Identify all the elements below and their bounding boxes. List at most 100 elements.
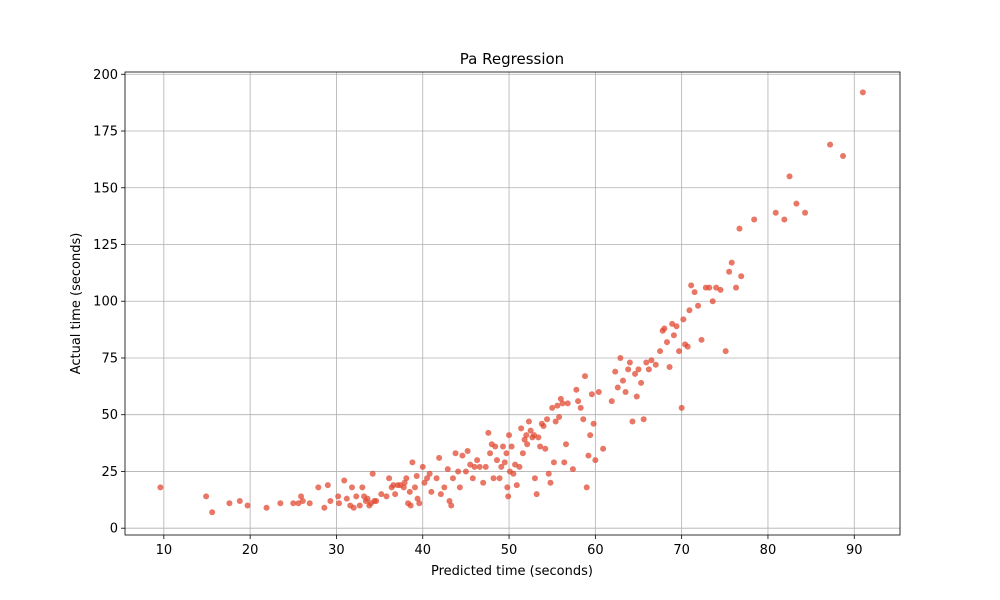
data-point [587, 432, 594, 439]
data-point [492, 443, 499, 450]
x-tick-label: 40 [414, 543, 431, 558]
x-tick-label: 20 [242, 543, 259, 558]
data-point [459, 452, 466, 459]
data-point [569, 466, 576, 473]
data-point [510, 470, 517, 477]
data-point [617, 354, 624, 361]
data-point [575, 398, 582, 405]
data-point [680, 316, 687, 323]
data-point [414, 495, 421, 502]
data-point [557, 395, 564, 402]
data-point [390, 482, 397, 489]
data-point [409, 459, 416, 466]
y-tick-label: 200 [93, 68, 118, 83]
data-point [513, 482, 520, 489]
y-tick-label: 125 [93, 238, 118, 253]
data-point [485, 429, 492, 436]
data-point [383, 493, 390, 500]
y-tick-label: 0 [110, 522, 118, 537]
data-point [590, 420, 597, 427]
data-point [348, 484, 355, 491]
y-axis-label: Actual time (seconds) [69, 233, 84, 375]
y-tick-label: 75 [101, 351, 118, 366]
data-point [564, 400, 571, 407]
data-point [299, 497, 306, 504]
data-point [622, 389, 629, 396]
data-point [516, 463, 523, 470]
data-point [592, 457, 599, 464]
data-point [496, 475, 503, 482]
data-point [406, 488, 413, 495]
data-point [561, 459, 568, 466]
x-tick-label: 50 [501, 543, 518, 558]
data-point [462, 468, 469, 475]
data-point [428, 488, 435, 495]
data-point [441, 484, 448, 491]
data-point [717, 286, 724, 293]
y-tick-label: 25 [101, 465, 118, 480]
data-point [550, 459, 557, 466]
data-point [625, 366, 632, 373]
data-point [612, 368, 619, 375]
data-point [416, 500, 423, 507]
data-point [448, 502, 455, 509]
chart-title: Pa Regression [460, 50, 564, 68]
data-point [400, 484, 407, 491]
data-point [629, 418, 636, 425]
data-point [446, 497, 453, 504]
data-point [614, 384, 621, 391]
y-axis-ticks: 0 25 50 75 100 125 150 175 200 [93, 68, 125, 537]
data-point [728, 259, 735, 266]
data-point [827, 141, 834, 148]
data-point [209, 509, 216, 516]
data-point [327, 497, 334, 504]
x-tick-label: 60 [587, 543, 604, 558]
data-point [306, 500, 313, 507]
data-point [424, 475, 431, 482]
data-point [353, 493, 360, 500]
data-point [652, 361, 659, 368]
data-point [315, 484, 322, 491]
data-point [583, 484, 590, 491]
data-point [452, 450, 459, 457]
data-point [577, 404, 584, 411]
data-point [802, 209, 809, 216]
data-point [595, 389, 602, 396]
data-point [336, 500, 343, 507]
data-point [378, 491, 385, 498]
data-point [751, 216, 758, 223]
data-point [626, 359, 633, 366]
data-point [678, 404, 685, 411]
data-point [525, 418, 532, 425]
data-point [411, 484, 418, 491]
data-point [277, 500, 284, 507]
data-point [350, 504, 357, 511]
data-point [392, 491, 399, 498]
data-point [480, 479, 487, 486]
data-point [421, 479, 428, 486]
data-point [487, 450, 494, 457]
data-point [498, 463, 505, 470]
data-point [670, 332, 677, 339]
data-point [503, 450, 510, 457]
data-point [666, 364, 673, 371]
data-point [476, 463, 483, 470]
data-point [493, 457, 500, 464]
data-point [580, 416, 587, 423]
data-point [519, 450, 526, 457]
data-point [840, 152, 847, 159]
data-point [709, 298, 716, 305]
data-point [506, 432, 513, 439]
data-point [455, 468, 462, 475]
data-point [600, 445, 607, 452]
data-point [364, 495, 371, 502]
data-point [456, 484, 463, 491]
x-axis-label: Predicted time (seconds) [431, 564, 593, 579]
data-point [433, 475, 440, 482]
data-point [556, 413, 563, 420]
data-point [545, 470, 552, 477]
data-point [554, 402, 561, 409]
data-point [341, 477, 348, 484]
data-point [706, 284, 713, 291]
